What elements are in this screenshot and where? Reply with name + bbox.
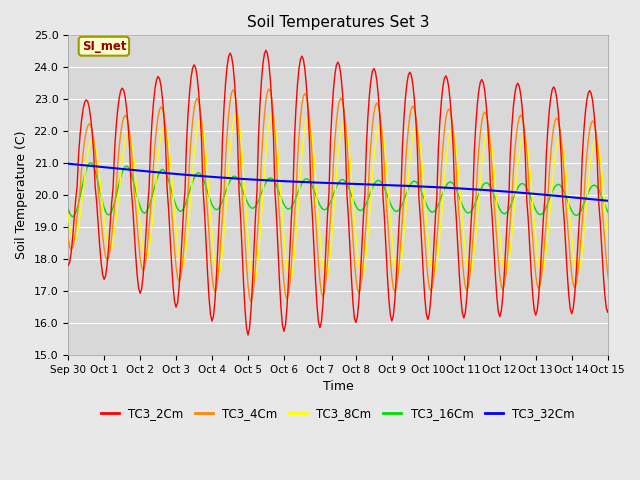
Title: Soil Temperatures Set 3: Soil Temperatures Set 3 xyxy=(246,15,429,30)
TC3_16Cm xyxy=(562,193,570,199)
TC3_16Cm xyxy=(64,206,72,212)
Line: TC3_4Cm: TC3_4Cm xyxy=(68,89,640,302)
TC3_32Cm xyxy=(360,181,367,187)
TC3_2Cm xyxy=(476,79,484,85)
TC3_16Cm xyxy=(637,203,640,208)
Line: TC3_2Cm: TC3_2Cm xyxy=(68,50,640,335)
TC3_8Cm xyxy=(250,280,258,286)
Text: SI_met: SI_met xyxy=(82,40,126,53)
TC3_4Cm xyxy=(476,131,484,136)
TC3_2Cm xyxy=(638,303,640,309)
TC3_4Cm xyxy=(637,238,640,243)
TC3_32Cm xyxy=(638,201,640,207)
TC3_4Cm xyxy=(265,86,273,92)
TC3_32Cm xyxy=(474,187,481,192)
TC3_8Cm xyxy=(64,212,72,217)
TC3_2Cm xyxy=(262,48,270,53)
TC3_4Cm xyxy=(638,256,640,262)
TC3_2Cm xyxy=(637,290,640,296)
TC3_8Cm xyxy=(476,179,484,185)
TC3_32Cm xyxy=(64,161,72,167)
TC3_16Cm xyxy=(85,161,93,167)
TC3_4Cm xyxy=(562,201,570,206)
TC3_8Cm xyxy=(232,110,240,116)
TC3_4Cm xyxy=(64,236,72,242)
TC3_8Cm xyxy=(637,204,640,210)
Legend: TC3_2Cm, TC3_4Cm, TC3_8Cm, TC3_16Cm, TC3_32Cm: TC3_2Cm, TC3_4Cm, TC3_8Cm, TC3_16Cm, TC3… xyxy=(96,402,580,425)
TC3_16Cm xyxy=(476,187,484,193)
TC3_16Cm xyxy=(87,160,95,166)
TC3_8Cm xyxy=(638,219,640,225)
TC3_16Cm xyxy=(69,214,77,219)
TC3_2Cm xyxy=(84,98,92,104)
TC3_4Cm xyxy=(247,299,255,305)
TC3_32Cm xyxy=(559,193,566,199)
TC3_32Cm xyxy=(102,165,109,170)
Y-axis label: Soil Temperature (C): Soil Temperature (C) xyxy=(15,131,28,259)
TC3_8Cm xyxy=(84,152,92,157)
TC3_32Cm xyxy=(84,163,92,168)
Line: TC3_16Cm: TC3_16Cm xyxy=(68,163,640,216)
TC3_8Cm xyxy=(102,228,109,234)
TC3_2Cm xyxy=(244,332,252,338)
TC3_2Cm xyxy=(64,263,72,268)
TC3_16Cm xyxy=(638,206,640,212)
TC3_2Cm xyxy=(102,273,109,279)
TC3_8Cm xyxy=(562,166,570,172)
TC3_8Cm xyxy=(362,249,370,255)
TC3_32Cm xyxy=(634,201,640,206)
Line: TC3_8Cm: TC3_8Cm xyxy=(68,113,640,283)
TC3_2Cm xyxy=(562,244,570,250)
TC3_16Cm xyxy=(362,200,370,206)
X-axis label: Time: Time xyxy=(323,380,353,393)
TC3_4Cm xyxy=(362,214,370,219)
TC3_2Cm xyxy=(362,143,370,148)
TC3_4Cm xyxy=(84,123,92,129)
TC3_16Cm xyxy=(105,212,113,218)
Line: TC3_32Cm: TC3_32Cm xyxy=(68,164,640,204)
TC3_4Cm xyxy=(102,254,109,260)
